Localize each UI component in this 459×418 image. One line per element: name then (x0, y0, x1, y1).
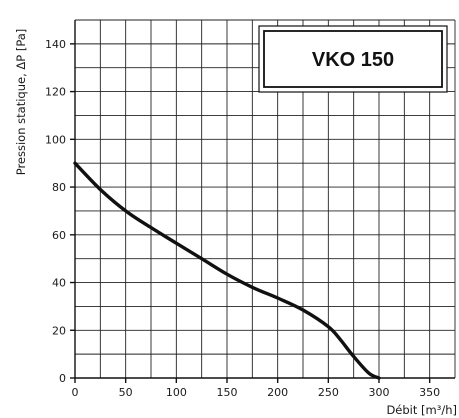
series (73, 161, 381, 380)
y-axis-title: Pression statique, ΔP [Pa] (14, 29, 28, 176)
x-tick-label: 300 (369, 386, 390, 399)
y-tick-labels: 0 20 40 60 80 100 120 140 (45, 38, 66, 385)
x-tick-label: 50 (119, 386, 133, 399)
axes (70, 20, 455, 383)
x-tick-label: 0 (72, 386, 79, 399)
model-box: VKO 150 (258, 25, 448, 93)
y-tick-label: 80 (52, 181, 66, 194)
x-tick-label: 250 (318, 386, 339, 399)
y-tick-label: 120 (45, 86, 66, 99)
y-tick-label: 20 (52, 324, 66, 337)
y-tick-label: 40 (52, 277, 66, 290)
model-box-inner-frame (263, 30, 443, 88)
y-tick-label: 60 (52, 229, 66, 242)
y-tick-label: 140 (45, 38, 66, 51)
x-tick-label: 150 (217, 386, 238, 399)
x-tick-label: 350 (419, 386, 440, 399)
y-tick-label: 100 (45, 133, 66, 146)
x-tick-labels: 0 50 100 150 200 250 300 350 (72, 386, 441, 399)
x-tick-label: 200 (267, 386, 288, 399)
x-axis-title: Débit [m³/h] (386, 403, 457, 417)
y-tick-label: 0 (59, 372, 66, 385)
performance-curve (73, 161, 381, 380)
model-label: VKO 150 (312, 49, 394, 71)
x-tick-label: 100 (166, 386, 187, 399)
